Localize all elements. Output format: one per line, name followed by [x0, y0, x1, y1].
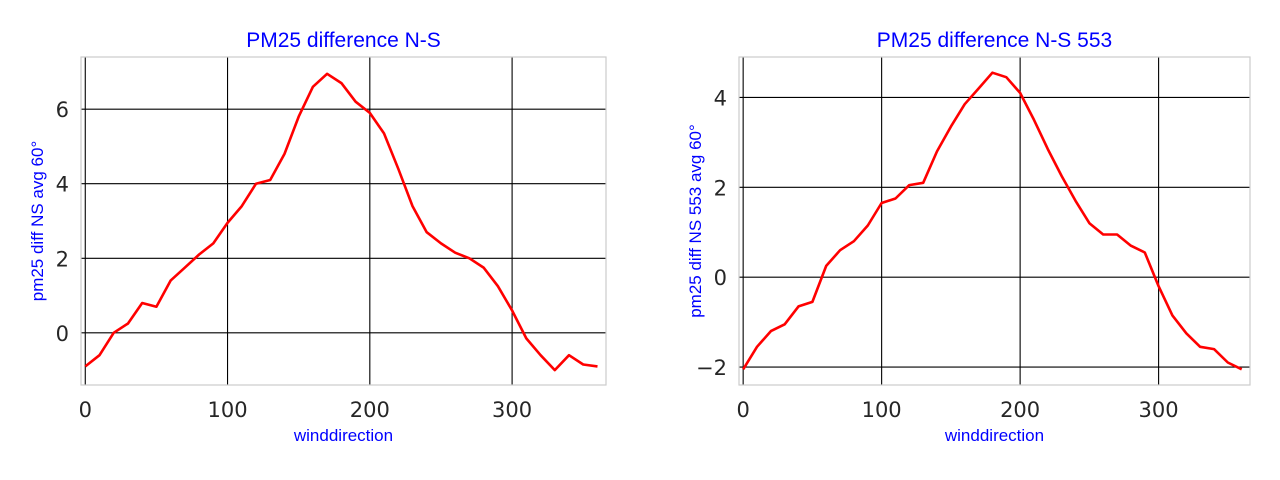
- chart-1-x-tick-label: 100: [207, 398, 247, 422]
- chart-2-series-line: [742, 71, 1243, 371]
- chart-1-y-tick-label: 0: [56, 322, 69, 346]
- chart-1-x-tick-label: 300: [492, 398, 532, 422]
- chart-2-x-tick-label: 100: [862, 398, 902, 422]
- chart-1-y-tick-label: 6: [56, 98, 69, 122]
- chart-2-xlabel: winddirection: [944, 426, 1044, 445]
- chart-1-ylabel: pm25 diff NS avg 60°: [28, 141, 47, 302]
- chart-1-x-tick-label: 200: [350, 398, 390, 422]
- chart-1-plot-frame: [80, 56, 607, 386]
- chart-1-y-tick-label: 2: [56, 247, 69, 271]
- chart-2-x-tick-label: 200: [1000, 398, 1040, 422]
- chart-2-y-tick-label: 0: [714, 266, 727, 290]
- chart-2-y-tick-label: 4: [714, 86, 727, 110]
- chart-1-xlabel: winddirection: [293, 426, 393, 445]
- chart-panel-2: 0 100 200 300 −2 0 2 4 PM25 difference N-S 553 wi…: [640, 0, 1280, 480]
- chart-2-ylabel: pm25 diff NS 553 avg 60°: [686, 124, 705, 318]
- chart-2-svg: 0 100 200 300 −2 0 2 4 PM25 difference N-S 553 wi…: [686, 29, 1251, 445]
- chart-2-y-tick-label: −2: [696, 356, 727, 380]
- chart-2-title: PM25 difference N-S 553: [877, 29, 1112, 52]
- chart-2-x-tick-label: 0: [736, 398, 749, 422]
- chart-2-y-tick-label: 2: [714, 176, 727, 200]
- chart-1-y-tick-label: 4: [56, 173, 69, 197]
- chart-2-plot-frame: [738, 56, 1251, 386]
- chart-1-series-line: [84, 72, 598, 372]
- chart-1-svg: 0 100 200 300 0 2 4 6 PM25 difference N-S winddir…: [28, 29, 607, 445]
- chart-2-x-tick-label: 300: [1139, 398, 1179, 422]
- chart-1-title: PM25 difference N-S: [246, 29, 441, 52]
- chart-1-x-tick-label: 0: [79, 398, 92, 422]
- chart-panel-1: 0 100 200 300 0 2 4 6 PM25 difference N-S winddir…: [28, 29, 607, 445]
